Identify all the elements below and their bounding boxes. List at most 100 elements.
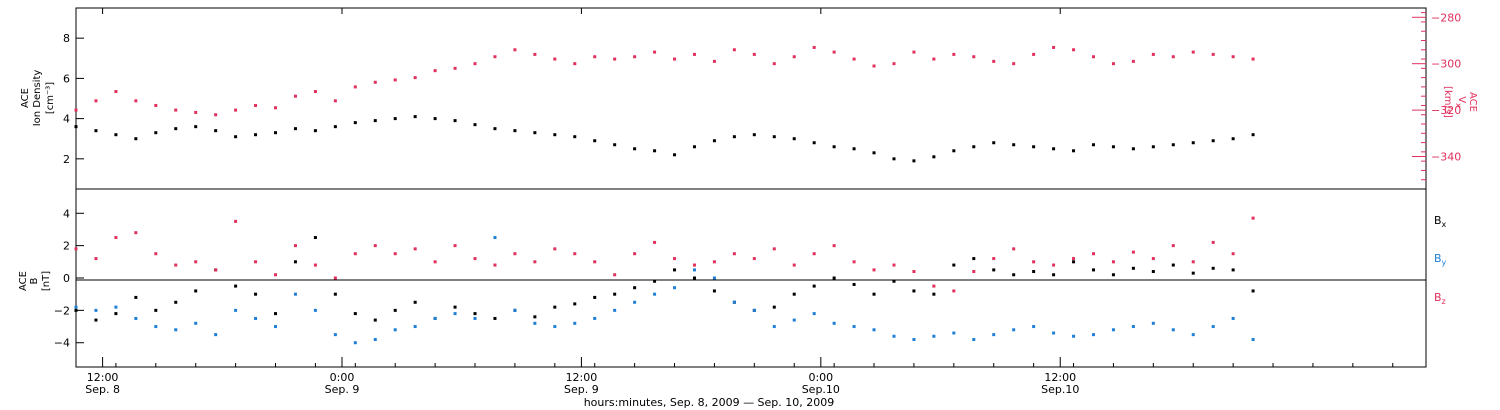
top-right-tick-label: −280 <box>1431 11 1461 24</box>
bx-point <box>313 236 317 240</box>
vx-point <box>932 57 936 61</box>
top-right-tick-label: −300 <box>1431 58 1461 71</box>
vx-point <box>1012 62 1016 66</box>
vx-point <box>633 55 637 59</box>
ion-density-point <box>1091 143 1095 147</box>
ion-density-point <box>932 155 936 159</box>
vx-label: V <box>1456 96 1467 103</box>
ion-density-point <box>1012 143 1016 147</box>
top-left-tick-label: 4 <box>63 113 70 126</box>
bottom-left-title-line2: B <box>29 277 40 284</box>
ion-density-point <box>573 135 577 139</box>
bx-point <box>1091 268 1095 272</box>
bz-point <box>772 247 776 251</box>
vx-point <box>553 57 557 61</box>
vx-point <box>952 52 956 56</box>
bx-point <box>234 284 238 288</box>
ion-density-point <box>174 127 178 131</box>
bx-point <box>254 292 258 296</box>
bottom-left-title-unit: [nT] <box>41 271 52 291</box>
by-point <box>752 308 756 312</box>
vx-point <box>1171 55 1175 59</box>
bx-point <box>194 289 198 293</box>
ion-density-point <box>353 121 357 125</box>
vx-point <box>692 52 696 56</box>
by-point <box>353 341 357 345</box>
bx-point <box>413 300 417 304</box>
bz-point <box>653 240 657 244</box>
by-point <box>214 333 218 337</box>
bz-point <box>493 263 497 267</box>
top-left-tick-label: 2 <box>63 153 70 166</box>
bz-point <box>293 244 297 248</box>
by-point <box>1052 331 1056 335</box>
bz-point <box>194 260 198 264</box>
by-point <box>313 308 317 312</box>
bx-point <box>852 282 856 286</box>
x-tick-date-label: Sep. 9 <box>325 383 360 396</box>
bz-point <box>533 260 537 264</box>
bz-point <box>234 219 238 223</box>
ion-density-point <box>254 133 258 137</box>
vx-point <box>453 66 457 70</box>
x-tick-time-label: 12:00 <box>1044 371 1076 384</box>
bottom-left-tick-label: 0 <box>63 272 70 285</box>
bz-point <box>333 276 337 280</box>
ion-density-point <box>633 147 637 151</box>
bz-point <box>832 244 836 248</box>
vx-point <box>1111 62 1115 66</box>
bz-point <box>732 252 736 256</box>
bx-point <box>653 279 657 283</box>
vx-point <box>912 50 916 54</box>
ion-density-point <box>274 131 278 135</box>
by-point <box>792 318 796 322</box>
ion-density-point <box>493 127 497 131</box>
vx-point <box>832 50 836 54</box>
ion-density-point <box>992 141 996 145</box>
by-point <box>593 316 597 320</box>
by-point <box>1032 325 1036 329</box>
bx-point <box>274 312 278 316</box>
bz-point <box>912 270 916 274</box>
by-point <box>932 334 936 338</box>
top-left-tick-label: 6 <box>63 72 70 85</box>
bz-point <box>1251 216 1255 220</box>
by-point <box>653 292 657 296</box>
x-tick-time-label: 12:00 <box>566 371 598 384</box>
x-tick-date-label: Sep. 8 <box>85 383 120 396</box>
vx-point <box>333 99 337 103</box>
top-left-title-unit: [cm⁻³] <box>45 82 56 114</box>
bottom-left-title-line1: ACE <box>18 271 29 291</box>
bz-point <box>313 263 317 267</box>
by-point <box>992 333 996 337</box>
vx-point <box>114 90 118 94</box>
ion-density-point <box>692 145 696 149</box>
vx-point <box>673 57 677 61</box>
bx-point <box>772 305 776 309</box>
vx-point <box>234 108 238 112</box>
ion-density-point <box>234 135 238 139</box>
vx-point <box>1131 59 1135 63</box>
ion-density-point <box>134 137 138 141</box>
bz-point <box>872 268 876 272</box>
ion-density-point <box>473 123 477 127</box>
ion-density-point <box>533 131 537 135</box>
ion-density-point <box>1171 143 1175 147</box>
by-point <box>293 292 297 296</box>
bottom-left-ticks: 4 2 0 −2 −4 <box>54 207 84 350</box>
bx-point <box>972 257 976 261</box>
by-point <box>473 316 477 320</box>
x-tick-time-label: 0:00 <box>330 371 355 384</box>
vx-point <box>293 94 297 98</box>
bx-point <box>393 308 397 312</box>
bx-point <box>1151 270 1155 274</box>
bx-point <box>892 279 896 283</box>
by-point <box>433 316 437 320</box>
by-point <box>254 316 258 320</box>
vx-point <box>74 108 78 112</box>
bx-point <box>74 308 78 312</box>
vx-point <box>972 55 976 59</box>
bx-point <box>553 305 557 309</box>
bz-point <box>513 252 517 256</box>
top-panel-series <box>74 45 1255 163</box>
